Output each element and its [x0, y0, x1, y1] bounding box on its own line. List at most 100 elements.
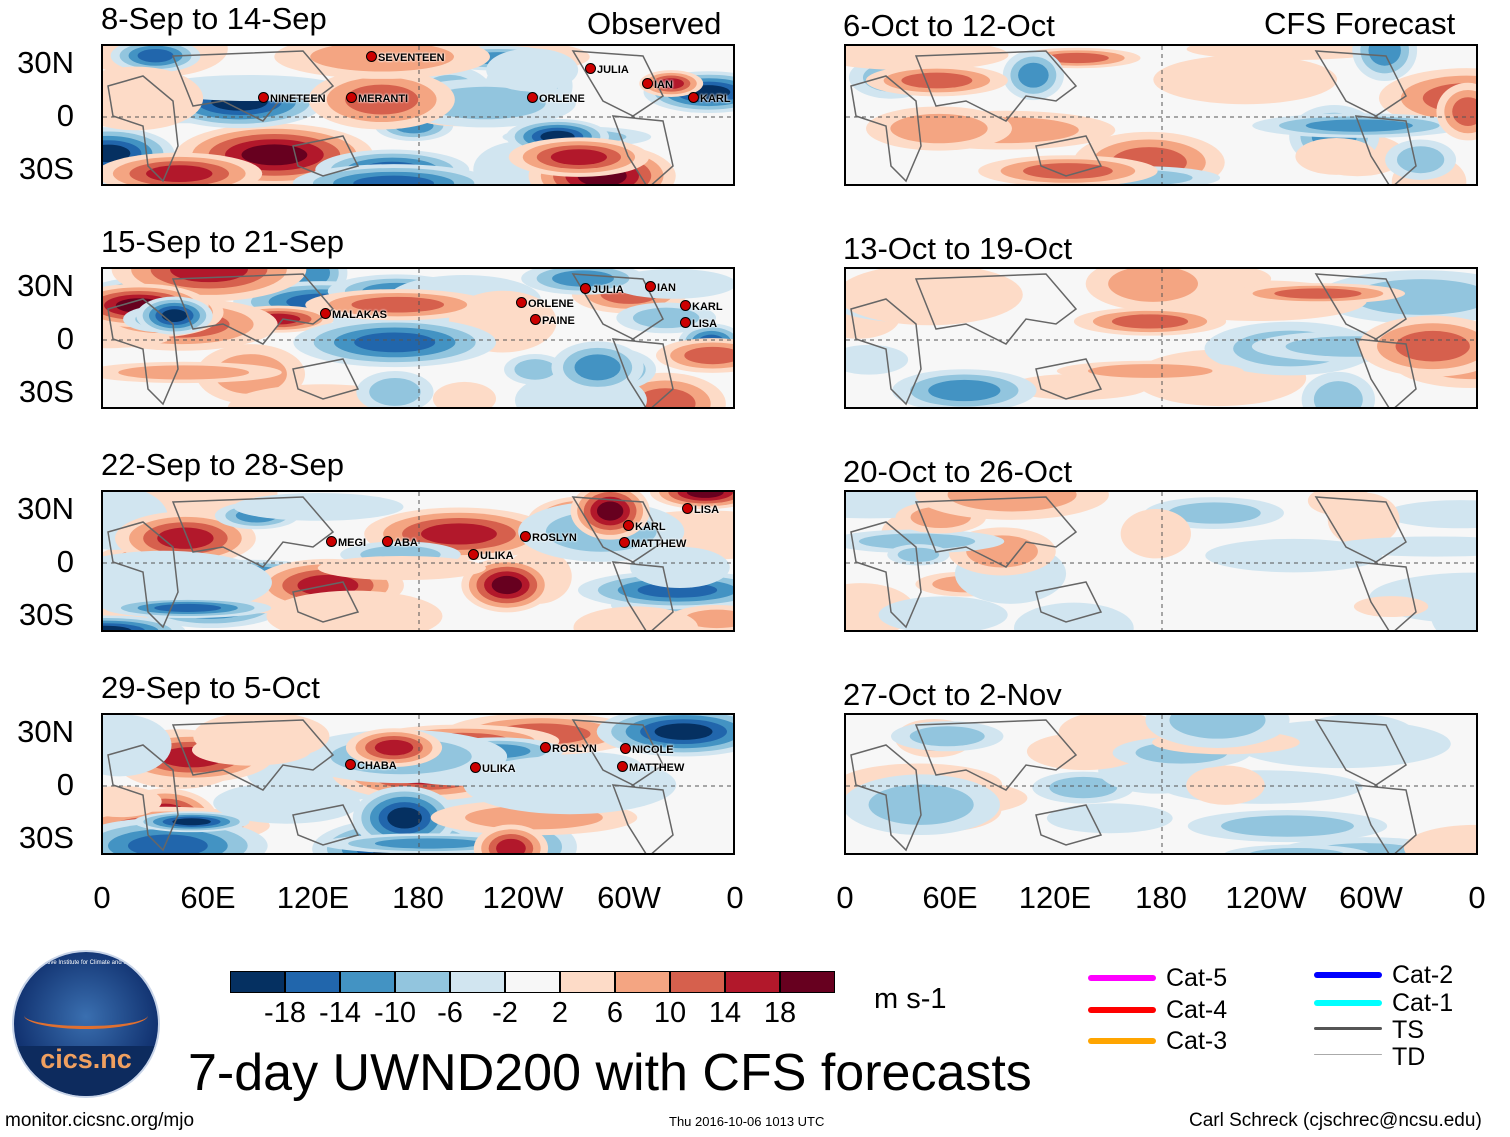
storm-label: CHABA: [345, 759, 397, 773]
coastline: [850, 521, 922, 629]
anomaly-contour: [266, 590, 443, 630]
panel-title: 13-Oct to 19-Oct: [843, 231, 1073, 266]
storm-label: IAN: [645, 281, 676, 295]
x-tick-label: 0: [93, 880, 111, 915]
x-tick-label: 120E: [276, 880, 350, 915]
anomaly-contour: [1430, 585, 1476, 630]
panel-title: 20-Oct to 26-Oct: [843, 454, 1073, 489]
anomaly-contour: [496, 838, 526, 853]
storm-label: ORLENE: [527, 92, 585, 106]
anomaly-contour: [1384, 500, 1476, 529]
coastline: [1354, 561, 1417, 630]
anomaly-contour: [890, 113, 988, 144]
coastline: [611, 561, 674, 630]
x-tick-label: 120W: [1225, 880, 1307, 915]
coastline: [611, 784, 674, 853]
x-tick-label: 60W: [1339, 880, 1403, 915]
y-tick-label: 0: [56, 767, 74, 802]
map-panel-observed-4: [101, 713, 735, 855]
storm-label: ABA: [382, 536, 418, 550]
anomaly-contour: [1018, 62, 1049, 88]
anomaly-contour: [103, 66, 204, 131]
x-tick-label: 0: [836, 880, 854, 915]
coastline: [571, 50, 664, 117]
coastline: [107, 521, 179, 629]
anomaly-contour: [596, 501, 624, 521]
footer-credit: Carl Schreck (cjschrec@ncsu.edu): [1189, 1110, 1482, 1131]
storm-label: PAINE: [530, 314, 575, 328]
anomaly-contour: [241, 144, 308, 166]
map-panel-observed-3: [101, 490, 735, 632]
x-tick-label: 0: [726, 880, 744, 915]
coastline: [914, 50, 1078, 122]
legend-label: Cat-1: [1392, 989, 1454, 1017]
y-tick-label: 0: [56, 321, 74, 356]
storm-label: KARL: [688, 92, 731, 106]
anomaly-contour: [317, 555, 486, 581]
anomaly-contour: [1396, 146, 1445, 174]
anomaly-contour: [1108, 269, 1198, 302]
anomaly-contour: [213, 782, 361, 824]
anomaly-contour: [846, 344, 909, 375]
legend-label: Cat-5: [1166, 964, 1228, 992]
coastline: [571, 719, 664, 786]
map-panel-forecast-4: [844, 713, 1478, 855]
x-tick-label: 180: [1135, 880, 1187, 915]
panel-title: 6-Oct to 12-Oct: [843, 8, 1055, 43]
coastline: [1314, 273, 1407, 340]
coastline: [171, 496, 335, 568]
anomaly-contour: [1295, 137, 1378, 175]
coastline: [914, 496, 1078, 568]
legend-line-ts: [1314, 1027, 1382, 1030]
y-tick-label: 30S: [18, 820, 74, 855]
coastline: [292, 804, 360, 846]
anomaly-contour: [1395, 330, 1470, 362]
anomaly-contour: [118, 365, 250, 380]
anomaly-contour: [103, 550, 272, 615]
anomaly-contour: [432, 381, 496, 407]
coastline: [292, 581, 360, 623]
anomaly-contour: [909, 726, 985, 747]
storm-label: KARL: [680, 300, 723, 314]
storm-label: IAN: [642, 78, 673, 92]
y-tick-label: 30N: [17, 45, 74, 80]
anomaly-contour: [369, 377, 421, 406]
anomaly-contour: [630, 546, 730, 589]
anomaly-contour: [193, 715, 330, 761]
coastline: [914, 273, 1078, 345]
anomaly-contour: [1452, 97, 1476, 127]
colorbar-label: -14: [319, 997, 361, 1029]
panel-title: 15-Sep to 21-Sep: [101, 224, 345, 259]
anomaly-contour: [878, 596, 1008, 630]
storm-label: JULIA: [585, 63, 629, 77]
anomaly-contour: [374, 739, 414, 756]
anomaly-contour: [1049, 776, 1118, 799]
x-tick-label: 0: [1468, 880, 1486, 915]
storm-label: SEVENTEEN: [366, 51, 445, 65]
legend-line-cat-5: [1088, 975, 1156, 981]
legend-label: TD: [1392, 1043, 1426, 1071]
anomaly-contour: [172, 818, 211, 826]
colorbar-units: m s-1: [874, 983, 947, 1015]
anomaly-contour: [1353, 596, 1429, 618]
anomaly-contour: [421, 523, 497, 545]
y-tick-label: 30N: [17, 491, 74, 526]
colorbar-label: 6: [606, 997, 624, 1029]
anomaly-contour: [103, 625, 132, 630]
map-panel-observed-1: [101, 44, 735, 186]
anomaly-contour: [514, 359, 556, 380]
storm-label: KARL: [623, 520, 666, 534]
footer-url[interactable]: monitor.cicsnc.org/mjo: [5, 1110, 195, 1131]
colorbar-label: -6: [437, 997, 463, 1029]
storm-label: MATTHEW: [617, 761, 684, 775]
anomaly-contour: [1330, 536, 1476, 557]
anomaly-contour: [486, 48, 579, 92]
anomaly-contour: [1249, 848, 1344, 853]
colorbar-label: 2: [551, 997, 569, 1029]
coastline: [1354, 338, 1417, 407]
storm-label: NICOLE: [620, 743, 674, 757]
coastline: [1035, 804, 1103, 846]
anomaly-contour: [846, 46, 1009, 71]
anomaly-contour: [233, 492, 404, 521]
anomaly-contour: [1026, 732, 1142, 771]
